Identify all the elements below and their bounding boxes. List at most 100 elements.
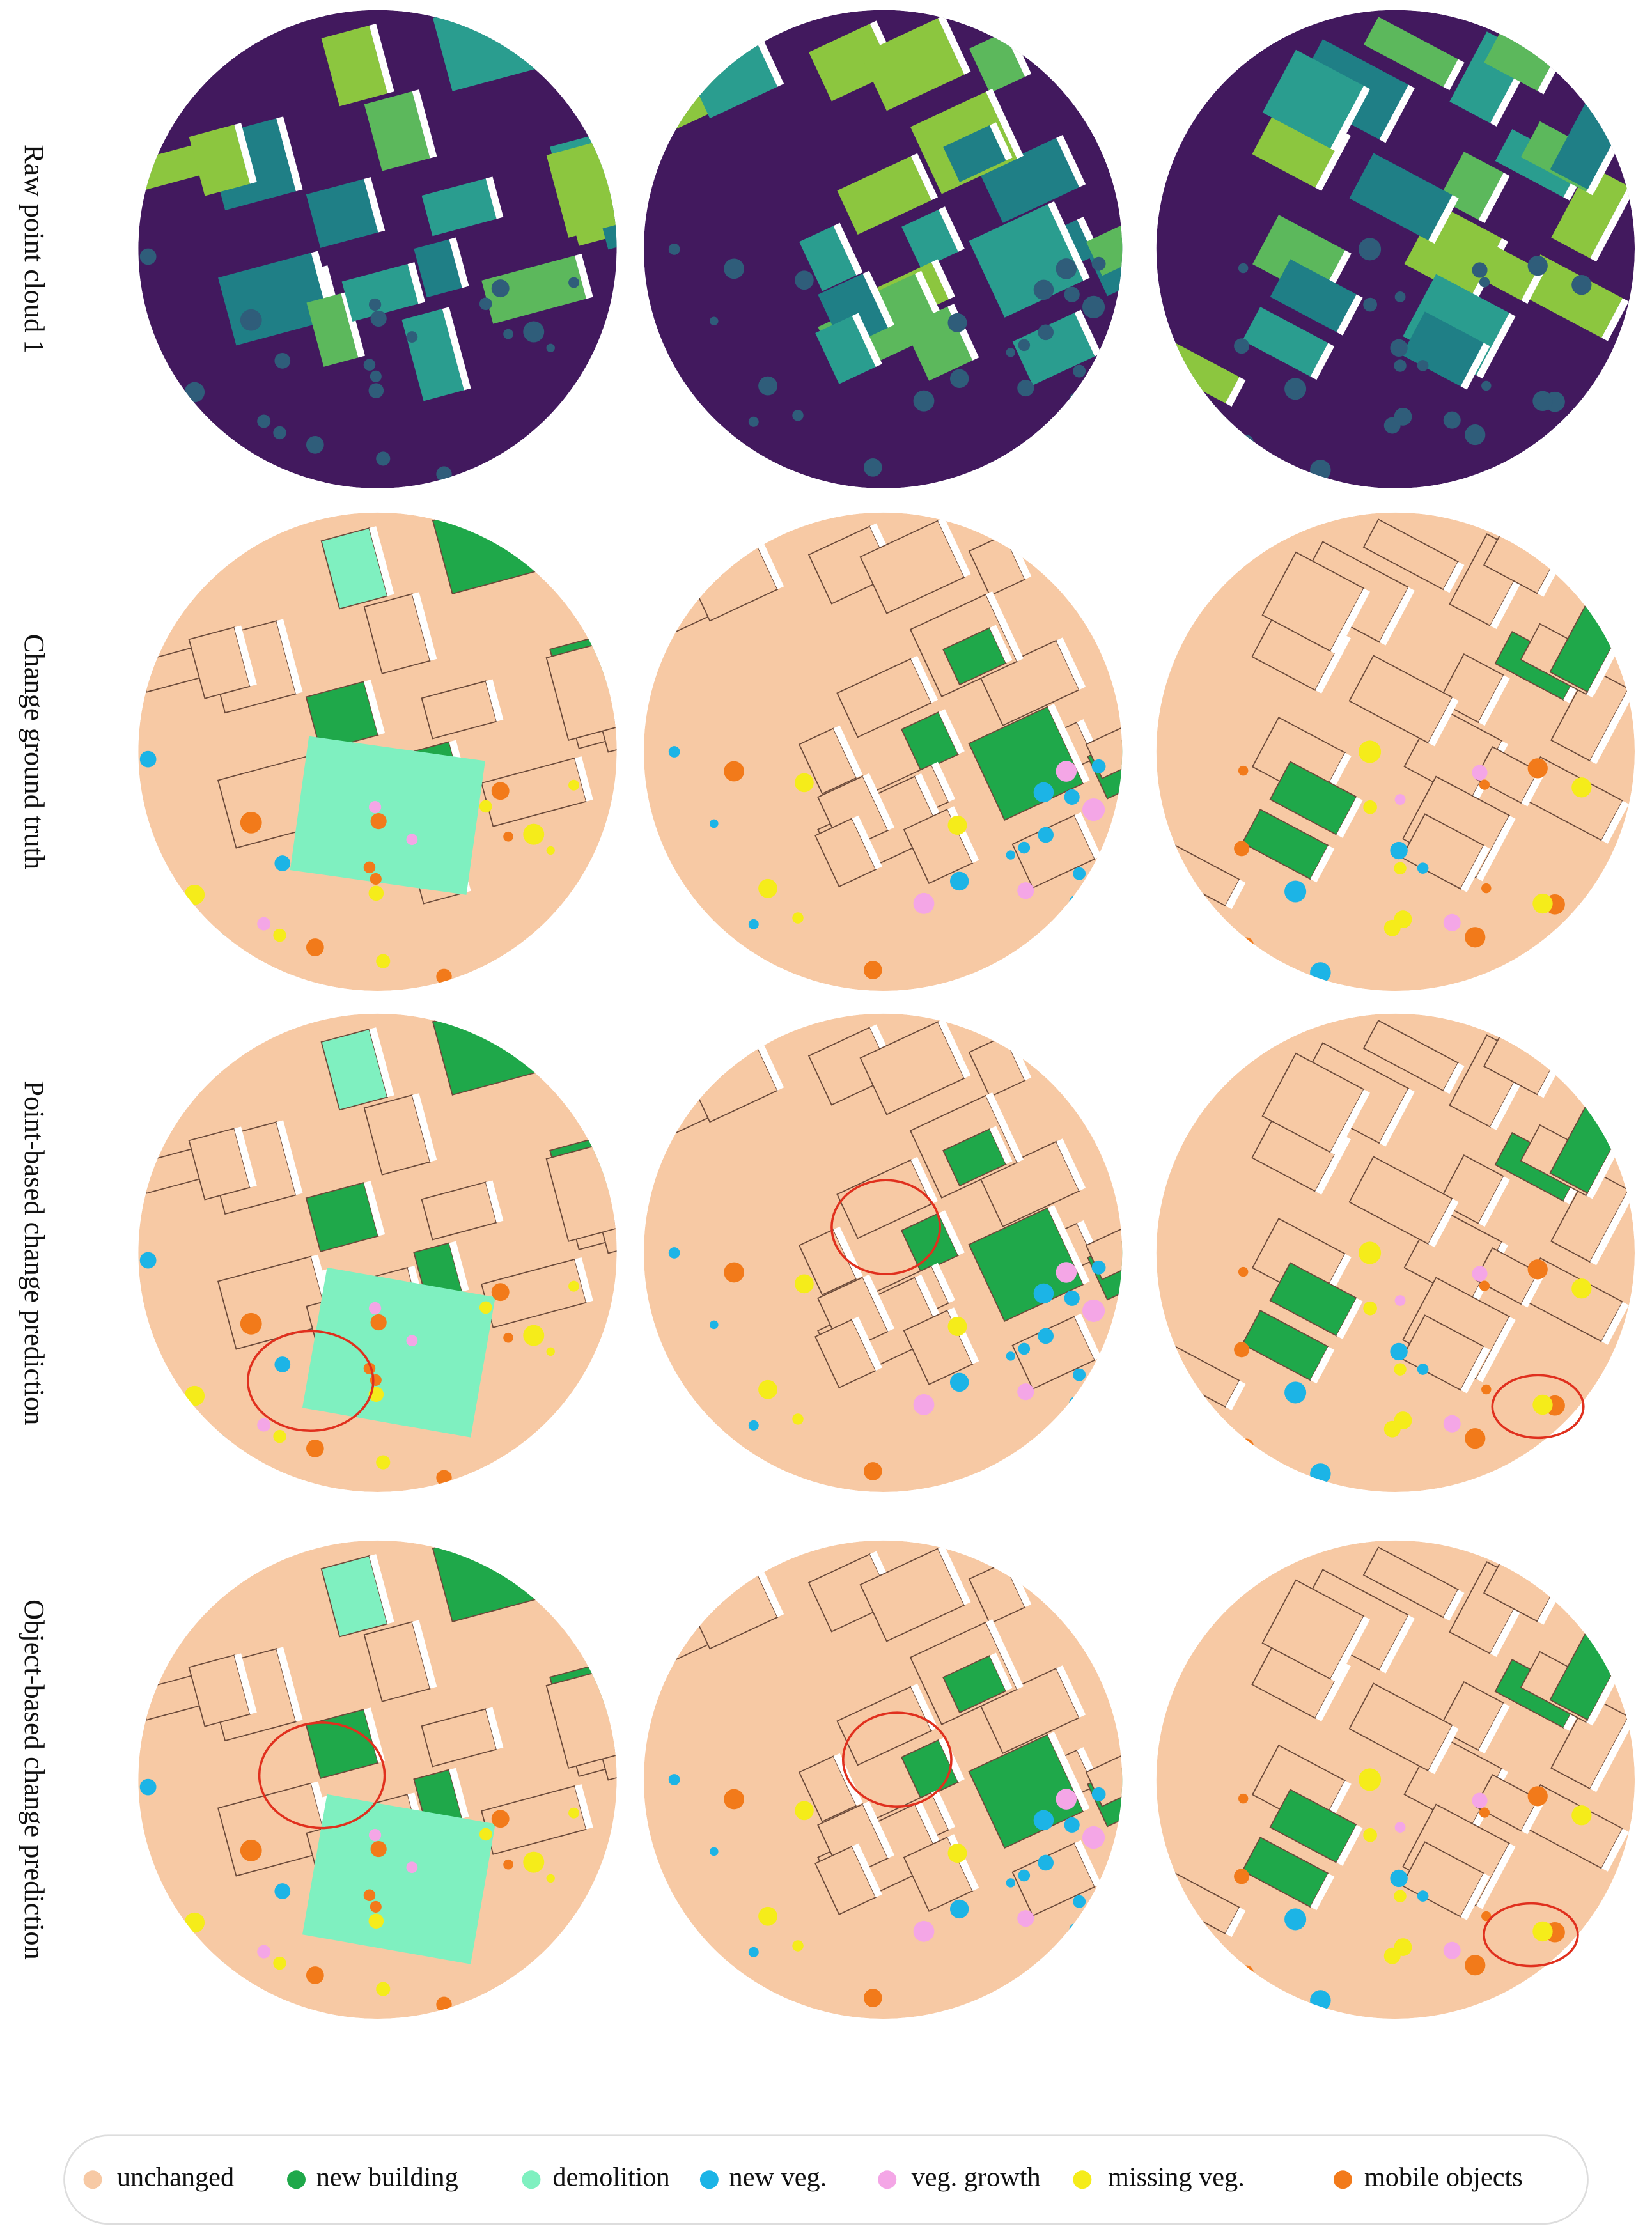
- object-blob: [1532, 1394, 1553, 1415]
- object-blob: [1017, 379, 1034, 397]
- building: [836, 1159, 933, 1239]
- object-blob: [1234, 338, 1250, 354]
- object-blob: [368, 383, 384, 398]
- shadow-gap: [1074, 309, 1102, 357]
- object-blob: [274, 1356, 291, 1372]
- object-blob: [792, 912, 804, 924]
- object-blob: [370, 812, 387, 830]
- shadow-gap: [1225, 1907, 1246, 1938]
- shadow-gap: [1476, 1316, 1516, 1383]
- shadow-gap: [1131, 218, 1153, 255]
- shadow-gap: [833, 725, 863, 778]
- shadow-gap: [1428, 697, 1459, 747]
- object-blob: [1101, 1984, 1116, 2000]
- object-blob: [591, 400, 605, 413]
- shadow-gap: [938, 517, 971, 577]
- shadow-gap: [1310, 845, 1335, 883]
- shadow-gap: [1478, 173, 1510, 224]
- shadow-gap: [485, 1707, 504, 1750]
- shadow-gap: [862, 270, 895, 328]
- object-blob: [1101, 956, 1116, 972]
- building: [1270, 259, 1357, 332]
- object-blob: [1069, 392, 1082, 406]
- object-blob: [523, 1325, 545, 1346]
- shadow-gap: [1056, 1138, 1086, 1192]
- shadow-gap: [1478, 1703, 1510, 1754]
- highlight-ellipse: [841, 1711, 953, 1808]
- shadow-gap: [1379, 84, 1415, 143]
- object-blob: [1088, 463, 1100, 474]
- object-blob: [1006, 1351, 1016, 1361]
- object-blob: [676, 448, 691, 463]
- legend-marker: [1073, 2170, 1092, 2189]
- building: [1261, 1579, 1365, 1680]
- object-blob: [176, 1950, 197, 1971]
- object-blob: [523, 321, 545, 343]
- object-blob: [792, 1413, 804, 1425]
- building: [341, 263, 419, 322]
- shadow-gap: [574, 1257, 593, 1303]
- object-blob: [1310, 460, 1331, 481]
- object-blob: [368, 885, 384, 901]
- object-blob: [1073, 1368, 1086, 1381]
- object-blob: [1465, 1428, 1486, 1449]
- shadow-gap: [412, 89, 437, 159]
- shadow-gap: [1056, 1665, 1086, 1718]
- object-blob: [1443, 1415, 1461, 1433]
- shadow-gap: [1074, 1840, 1102, 1887]
- point-cloud-panel: [643, 10, 1153, 488]
- point-cloud-panel: [1156, 1013, 1635, 1492]
- shadow-gap: [910, 1156, 938, 1204]
- object-blob: [436, 466, 452, 482]
- object-blob: [1284, 1908, 1307, 1931]
- shadow-gap: [364, 177, 386, 233]
- shadow-gap: [852, 1316, 882, 1371]
- object-blob: [370, 370, 382, 382]
- object-blob: [748, 416, 759, 427]
- object-blob: [1073, 867, 1086, 880]
- legend-box: [63, 2134, 1589, 2225]
- object-blob: [1238, 765, 1249, 776]
- shadow-gap: [1478, 1176, 1510, 1227]
- object-blob: [546, 1874, 555, 1883]
- object-blob: [653, 869, 662, 878]
- shadow-gap: [931, 1789, 955, 1830]
- object-blob: [710, 819, 719, 828]
- object-blob: [206, 429, 227, 450]
- object-blob: [710, 1847, 719, 1856]
- object-blob: [1472, 262, 1488, 278]
- object-blob: [1216, 951, 1238, 972]
- object-blob: [184, 1912, 205, 1933]
- shadow-gap: [1590, 186, 1635, 262]
- row-label: Change ground truth: [19, 634, 51, 870]
- object-blob: [1234, 841, 1250, 857]
- shadow-gap: [412, 1620, 437, 1689]
- object-blob: [1479, 1807, 1490, 1818]
- object-blob: [913, 892, 935, 914]
- highlight-ellipse: [1483, 1902, 1579, 1968]
- building: [798, 1229, 857, 1296]
- object-blob: [370, 1374, 382, 1386]
- object-blob: [1310, 962, 1331, 983]
- object-blob: [206, 1959, 227, 1980]
- object-blob: [306, 1966, 324, 1984]
- shadow-gap: [1443, 1589, 1465, 1621]
- object-blob: [139, 1252, 157, 1269]
- object-blob: [795, 270, 814, 290]
- shadow-gap: [1315, 635, 1351, 694]
- object-blob: [1038, 324, 1054, 341]
- shadow-gap: [364, 1181, 386, 1236]
- shadow-gap: [753, 1036, 784, 1091]
- shadow-gap: [364, 680, 386, 735]
- object-blob: [368, 1302, 382, 1315]
- object-blob: [792, 1940, 804, 1952]
- shadow-gap: [1315, 132, 1351, 191]
- object-blob: [240, 309, 262, 331]
- object-blob: [795, 1274, 814, 1294]
- highlight-ellipse: [258, 1721, 386, 1830]
- object-blob: [1394, 1363, 1407, 1376]
- shadow-gap: [986, 591, 1024, 662]
- object-blob: [306, 938, 324, 956]
- object-blob: [1310, 1990, 1331, 2011]
- object-blob: [1091, 1787, 1106, 1801]
